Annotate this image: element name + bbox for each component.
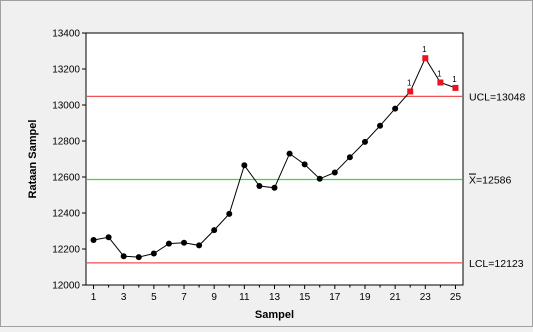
out-of-control-point [422, 55, 429, 62]
x-tick-label: 19 [359, 292, 371, 303]
center-line-value: =12586 [476, 175, 511, 187]
data-point [241, 162, 248, 169]
y-tick-label: 13000 [52, 101, 80, 112]
data-point [271, 184, 278, 191]
data-point [256, 183, 263, 189]
control-line-label: LCL=12123 [469, 258, 524, 270]
data-point [226, 210, 233, 217]
data-point [196, 242, 203, 249]
out-of-control-label: 1 [437, 70, 442, 79]
x-tick-label: 7 [181, 292, 187, 303]
x-tick-label: 25 [450, 292, 462, 303]
data-series: 1 1 1 1 [90, 45, 459, 261]
out-of-control-label: 1 [452, 75, 457, 84]
data-point [211, 227, 218, 234]
y-tick-label: 12000 [52, 281, 80, 292]
x-tick-label: 11 [239, 292, 250, 303]
x-tick-label: 1 [91, 292, 97, 303]
out-of-control-point [452, 84, 459, 91]
out-of-control-label: 1 [422, 45, 427, 54]
y-tick-label: 12600 [52, 173, 80, 184]
y-axis-label: Rataan Sampel [27, 120, 39, 199]
data-point [150, 250, 157, 257]
data-point [135, 254, 142, 261]
data-point [165, 240, 172, 247]
data-point [301, 161, 308, 168]
control-lines: UCL=13048 X=12586 LCL=12123 [87, 91, 525, 270]
control-line-label: UCL=13048 [469, 91, 525, 103]
data-point [392, 105, 399, 112]
x-tick-label: 9 [211, 292, 217, 303]
y-tick-label: 12800 [52, 137, 80, 148]
data-point [90, 237, 97, 243]
x-tick-label: 15 [299, 292, 311, 303]
data-point [181, 239, 188, 246]
y-tick-label: 13200 [52, 65, 80, 76]
data-point [316, 175, 323, 182]
x-tick-label: 13 [269, 292, 281, 303]
axes: 12000 12200 12400 12600 12800 13000 13200 13400… [52, 29, 461, 304]
data-point [120, 253, 127, 260]
out-of-control-point [437, 79, 444, 86]
out-of-control-label: 1 [407, 79, 412, 88]
x-tick-label: 5 [151, 292, 157, 303]
xbar-symbol: X [469, 175, 476, 187]
x-tick-label: 3 [121, 292, 127, 303]
x-axis-label: Sampel [255, 309, 294, 321]
plot-area [85, 32, 464, 286]
data-point [346, 154, 353, 161]
x-tick-label: 17 [329, 292, 341, 303]
y-tick-label: 12400 [52, 209, 80, 220]
y-tick-label: 13400 [52, 29, 80, 40]
control-line-label: X=12586 [469, 175, 512, 187]
data-point [377, 122, 384, 129]
x-tick-label: 23 [420, 292, 432, 303]
data-point [105, 234, 112, 241]
data-point [331, 169, 338, 176]
data-point [286, 150, 293, 157]
data-point [361, 138, 368, 145]
y-tick-label: 12200 [52, 245, 80, 256]
x-tick-label: 21 [390, 292, 402, 303]
out-of-control-point [407, 88, 414, 95]
